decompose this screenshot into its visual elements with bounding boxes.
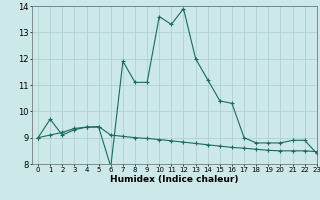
X-axis label: Humidex (Indice chaleur): Humidex (Indice chaleur) — [110, 175, 239, 184]
